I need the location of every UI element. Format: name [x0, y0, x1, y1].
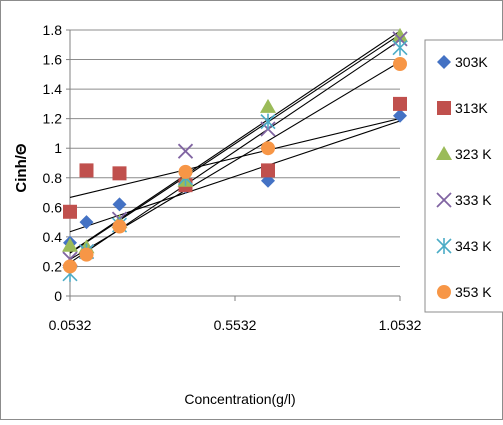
gridlines — [70, 29, 400, 267]
y-tick-label: 0 — [54, 288, 62, 304]
legend-label: 333 K — [455, 192, 492, 208]
legend-label: 353 K — [455, 284, 492, 300]
data-point — [392, 39, 408, 56]
data-point — [79, 247, 94, 262]
data-point — [112, 219, 127, 234]
legend-label: 303K — [455, 54, 488, 70]
data-point — [393, 96, 407, 111]
x-tick-label: 1.0532 — [379, 317, 422, 333]
legend-label: 323 K — [455, 146, 492, 162]
x-axis-title: Concentration(g/l) — [184, 391, 295, 407]
x-tick-label: 0.5532 — [214, 317, 257, 333]
legend: 303K 313K 323 K 333 K 343 K 353 K — [436, 54, 492, 300]
data-point — [62, 237, 78, 252]
y-tick-label: 1.2 — [43, 111, 63, 127]
legend-marker — [436, 192, 452, 208]
legend-marker — [437, 285, 451, 299]
data-point — [393, 56, 407, 71]
legend-marker — [436, 238, 452, 254]
data-point — [112, 197, 127, 212]
data-point — [261, 163, 275, 178]
data-point — [63, 259, 77, 274]
data-point — [79, 163, 94, 178]
tick-labels: 0 0.2 0.4 0.6 0.8 1 1.2 1.4 1.6 1.8 0.0532 0.5532 1.… — [43, 22, 422, 333]
x-tick-label: 0.0532 — [49, 317, 92, 333]
legend-label: 313K — [455, 100, 488, 116]
y-tick-label: 0.6 — [43, 199, 63, 215]
legend-box — [424, 39, 503, 313]
data-point — [112, 166, 127, 181]
y-tick-label: 1 — [54, 140, 62, 156]
data-point — [63, 204, 77, 219]
data-point — [260, 113, 276, 130]
legend-marker — [437, 55, 451, 69]
y-tick-label: 1.6 — [43, 52, 63, 68]
data-point — [260, 98, 276, 113]
trendline — [69, 34, 401, 254]
y-axis-title: Cinh/Θ — [13, 143, 30, 192]
plot-area — [70, 30, 400, 296]
trendline — [69, 30, 401, 253]
legend-marker — [436, 146, 452, 160]
data-point — [261, 141, 275, 156]
data-point — [177, 143, 194, 159]
data-point — [392, 27, 408, 42]
data-markers — [62, 27, 408, 282]
data-point — [178, 164, 193, 179]
y-tick-label: 1.8 — [43, 22, 63, 38]
legend-label: 343 K — [455, 238, 492, 254]
y-tick-label: 1.4 — [43, 81, 63, 97]
data-point — [79, 215, 94, 230]
y-tick-label: 0.2 — [43, 258, 63, 274]
y-tick-label: 0.4 — [43, 229, 63, 245]
trendline — [69, 117, 401, 199]
legend-marker — [437, 101, 451, 115]
data-point — [393, 108, 407, 123]
y-tick-label: 0.8 — [43, 170, 63, 186]
